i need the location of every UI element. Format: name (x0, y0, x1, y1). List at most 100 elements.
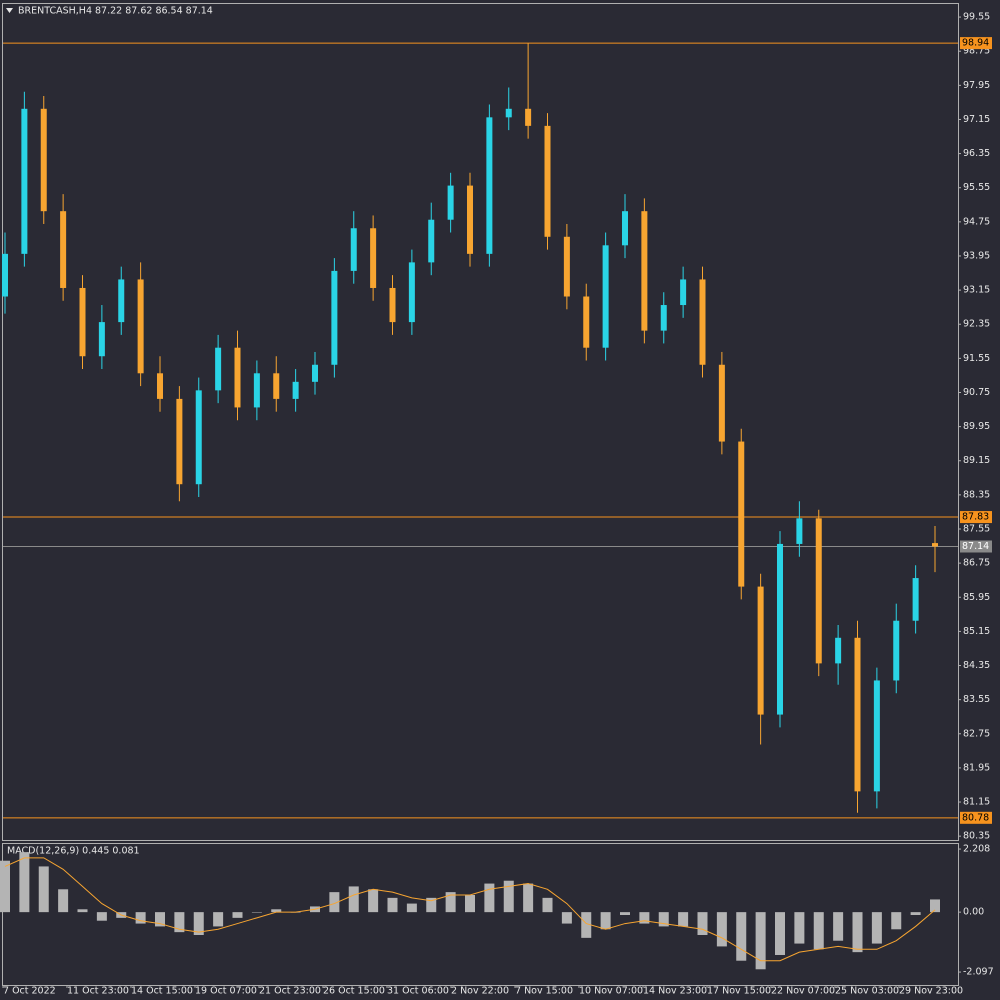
candle-body (370, 228, 377, 288)
x-tick-label: 29 Nov 23:00 (899, 986, 963, 997)
menu-arrow[interactable] (6, 8, 13, 13)
macd-bar (755, 912, 766, 970)
candle-body (796, 518, 803, 544)
candle-body (815, 518, 822, 664)
candle-body (641, 211, 648, 331)
y-tick-label: 80.35 (963, 831, 990, 842)
candle-body (350, 228, 357, 271)
candle-body (835, 637, 842, 664)
macd-bar (813, 912, 824, 950)
macd-bar (600, 912, 611, 930)
y-tick-label: 83.55 (963, 694, 990, 705)
y-tick-label: -2.097 (963, 967, 994, 978)
y-tick-label: 81.95 (963, 762, 990, 773)
macd-title: MACD(12,26,9) 0.445 0.081 (7, 846, 140, 857)
candle-body (389, 287, 396, 323)
candle-body (215, 347, 222, 391)
candle-body (467, 185, 473, 254)
candle-body (505, 108, 512, 118)
signal-line (4, 857, 936, 962)
candle-body (757, 586, 764, 715)
x-tick-label: 22 Nov 07:00 (771, 986, 835, 997)
macd-bar (329, 892, 340, 913)
level-label-box (960, 37, 992, 50)
y-tick-label: 82.75 (963, 728, 990, 739)
macd-bar (406, 903, 417, 913)
y-tick-label: 97.15 (963, 114, 990, 125)
candle-body (273, 373, 280, 399)
macd-bar (135, 912, 146, 924)
candle-body (2, 253, 8, 297)
macd-bar (445, 892, 456, 913)
candle-body (79, 287, 86, 357)
y-tick-label: 89.95 (963, 421, 990, 432)
candle-body (912, 578, 919, 621)
macd-bar (174, 912, 185, 933)
macd-bar (213, 912, 224, 927)
candle-body (680, 279, 687, 306)
level-label-box (960, 511, 992, 524)
y-tick-label: 88.35 (963, 489, 990, 500)
candle-body (893, 620, 900, 681)
macd-bar (251, 912, 262, 913)
x-tick-label: 25 Nov 03:00 (835, 986, 899, 997)
macd-panel (2, 843, 959, 986)
x-tick-label: 14 Nov 23:00 (643, 986, 707, 997)
candle-body (777, 543, 783, 715)
candle-body (253, 373, 260, 408)
candle-body (137, 279, 144, 374)
candle-body (544, 125, 551, 237)
macd-bar (658, 912, 669, 927)
candle-body (60, 211, 67, 288)
macd-bar (716, 912, 727, 947)
level-label: 80.78 (962, 812, 989, 823)
candle-body (699, 279, 706, 365)
y-tick-label: 84.35 (963, 660, 990, 671)
candle-body (176, 398, 183, 485)
macd-bar (542, 897, 553, 913)
chart-title: BRENTCASH,H4 87.22 87.62 86.54 87.14 (18, 6, 213, 17)
y-tick-label: 95.55 (963, 182, 990, 193)
y-tick-label: 85.15 (963, 626, 990, 637)
macd-bar (58, 889, 69, 913)
candle-body (40, 108, 47, 212)
macd-bar (833, 912, 844, 941)
level-label: 87.83 (962, 512, 989, 523)
x-tick-label: 14 Oct 15:00 (131, 986, 193, 997)
macd-bar (775, 912, 785, 955)
macd-bar (678, 912, 689, 927)
candle-body (428, 219, 435, 263)
y-tick-label: 94.75 (963, 216, 990, 227)
x-tick-label: 2 Nov 22:00 (451, 986, 509, 997)
y-tick-label: 85.95 (963, 592, 990, 603)
y-tick-label: 87.55 (963, 524, 990, 535)
macd-bar (503, 880, 514, 913)
macd-bar (232, 912, 243, 918)
candle-body (312, 364, 318, 382)
y-tick-label: 92.35 (963, 319, 990, 330)
level-label: 98.94 (962, 38, 989, 49)
y-tick-label: 93.15 (963, 285, 990, 296)
level-label-box (960, 811, 992, 824)
macd-bar (639, 912, 650, 924)
macd-bar (852, 912, 863, 953)
macd-bar (561, 912, 572, 924)
y-tick-label: 96.35 (963, 148, 990, 159)
candle-body (292, 381, 299, 399)
x-tick-label: 10 Nov 07:00 (579, 986, 643, 997)
y-tick-label: 86.75 (963, 558, 990, 569)
candle-body (873, 680, 880, 792)
macd-bar (523, 883, 534, 913)
x-tick-label: 21 Oct 23:00 (259, 986, 321, 997)
macd-bar (871, 912, 882, 944)
macd-bar (484, 883, 495, 913)
macd-bar (348, 886, 359, 913)
candle-body (157, 373, 163, 399)
candle-body (195, 390, 202, 485)
macd-bar (271, 909, 282, 913)
candle-body (602, 245, 609, 348)
candle-body (738, 441, 745, 587)
candle-body (21, 108, 28, 254)
